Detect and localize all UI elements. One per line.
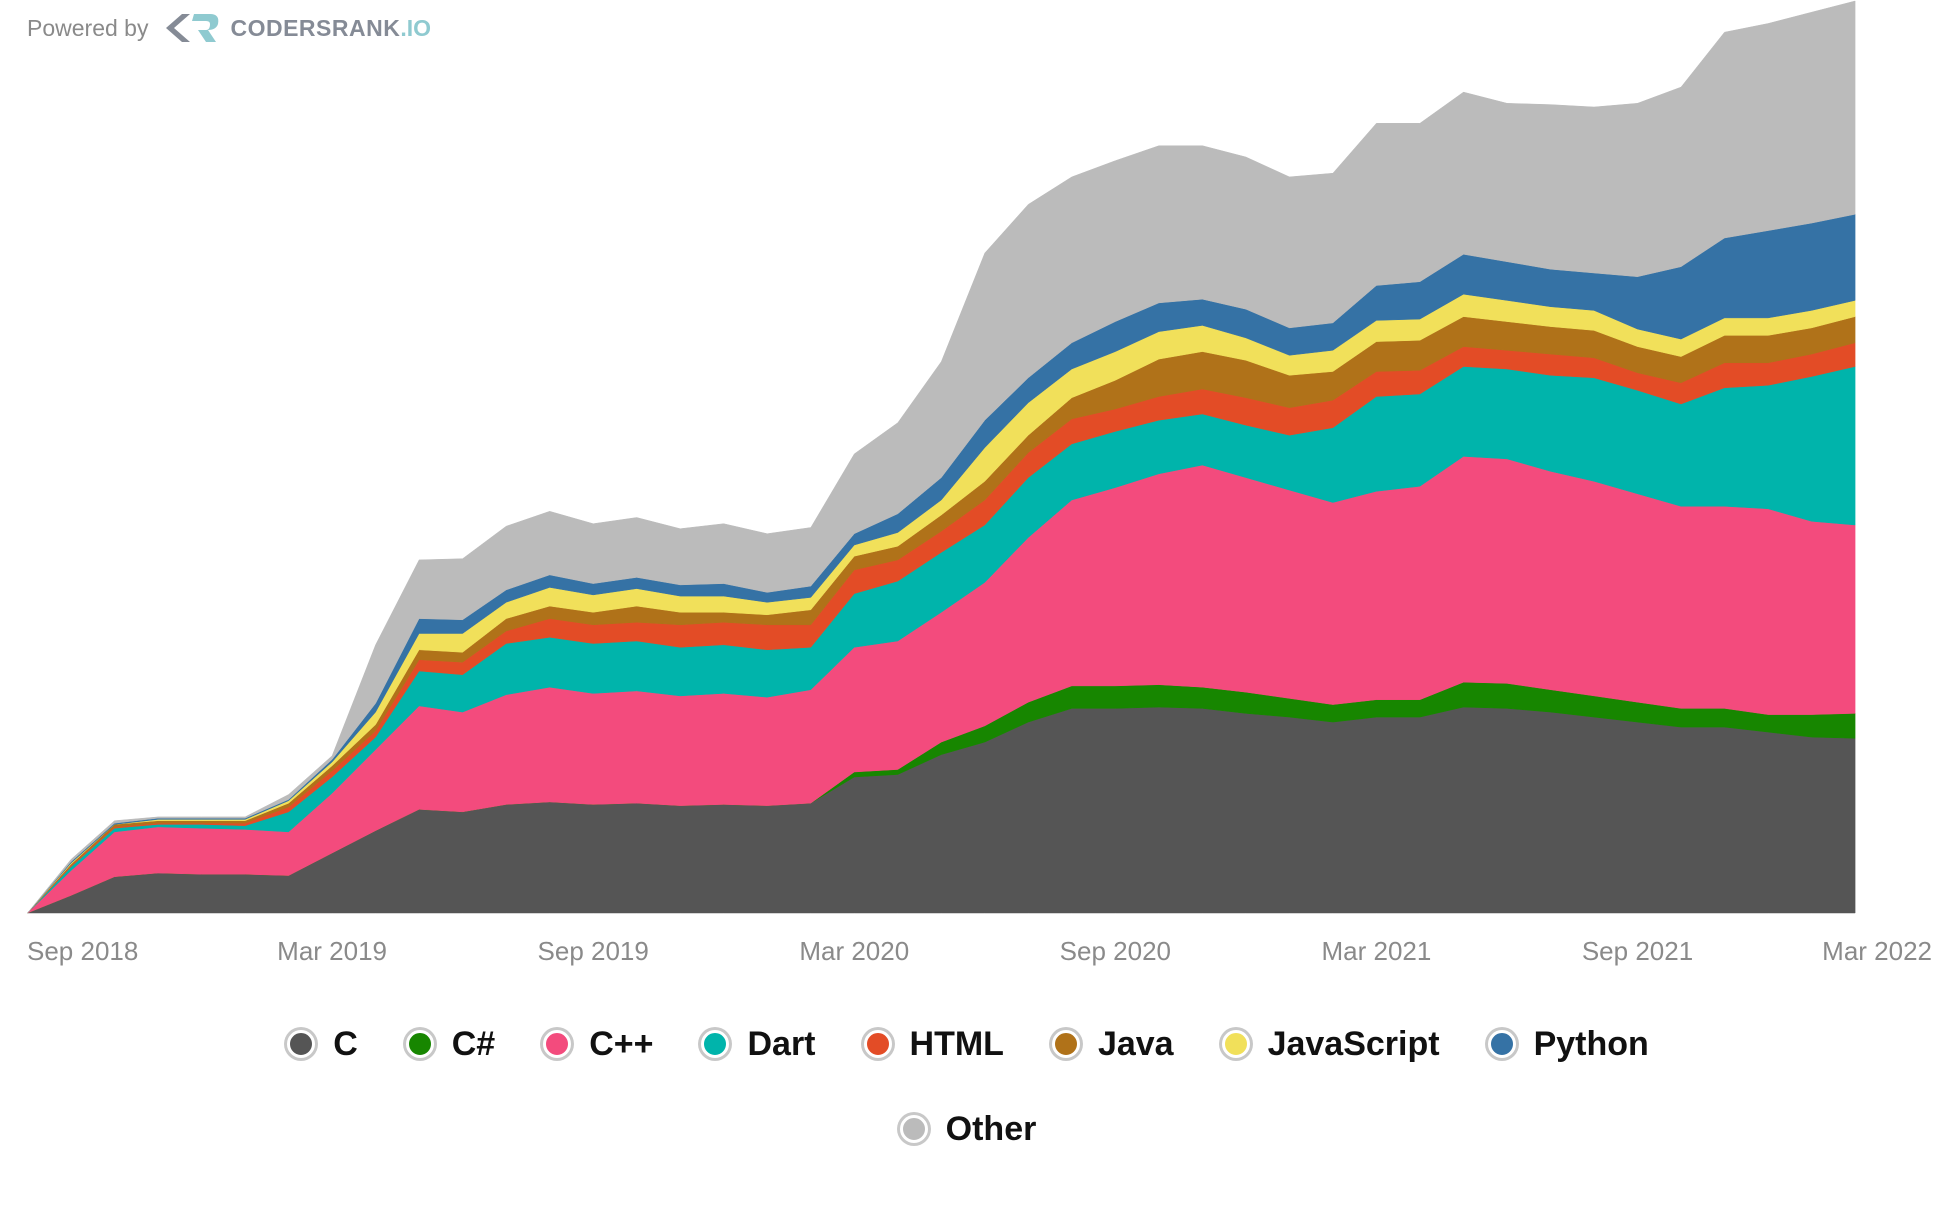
x-tick-label: Sep 2019 bbox=[538, 936, 649, 966]
legend-item[interactable]: C++ bbox=[543, 1022, 653, 1066]
legend-label: JavaScript bbox=[1267, 1024, 1440, 1063]
legend-item[interactable]: JavaScript bbox=[1221, 1022, 1440, 1066]
legend-item[interactable]: C bbox=[287, 1022, 358, 1066]
legend-marker bbox=[543, 1030, 572, 1058]
brand-suffix: .IO bbox=[400, 14, 431, 41]
legend-marker bbox=[899, 1115, 928, 1143]
chart: Sep 2018 Mar 2019 Sep 2019 Mar 2020 Sep 2020… bbox=[27, 0, 1932, 966]
x-tick-label: Mar 2019 bbox=[277, 936, 387, 966]
area bbox=[27, 0, 1856, 914]
legend-item[interactable]: Other bbox=[899, 1107, 1037, 1151]
legend-item[interactable]: Java bbox=[1051, 1022, 1174, 1066]
powered-by: Powered by bbox=[27, 14, 149, 41]
x-tick-label: Sep 2018 bbox=[27, 936, 138, 966]
legend-label: Other bbox=[945, 1109, 1037, 1148]
x-tick-label: Mar 2020 bbox=[799, 936, 909, 966]
legend-label: Java bbox=[1097, 1024, 1174, 1063]
header: Powered by CODERSRANK .IO bbox=[27, 8, 431, 48]
brand: CODERSRANK bbox=[230, 14, 401, 41]
legend-marker bbox=[1051, 1030, 1080, 1058]
brand-logo bbox=[166, 14, 219, 42]
legend-marker bbox=[863, 1030, 892, 1058]
x-tick-label: Mar 2022 bbox=[1822, 936, 1932, 966]
x-tick-label: Sep 2020 bbox=[1060, 936, 1171, 966]
legend-item[interactable]: Dart bbox=[701, 1022, 816, 1066]
legend-marker bbox=[1487, 1030, 1516, 1058]
legend-label: Dart bbox=[747, 1024, 816, 1063]
legend-label: C bbox=[333, 1024, 358, 1063]
legend-marker bbox=[701, 1030, 730, 1058]
legend-label: C++ bbox=[589, 1024, 654, 1063]
legend-item[interactable]: Python bbox=[1487, 1022, 1649, 1066]
legend-label: HTML bbox=[909, 1024, 1004, 1063]
legend-label: Python bbox=[1533, 1024, 1649, 1063]
legend-marker bbox=[1221, 1030, 1250, 1058]
legend-marker bbox=[287, 1030, 316, 1058]
legend-item[interactable]: HTML bbox=[863, 1022, 1004, 1066]
x-tick-label: Mar 2021 bbox=[1322, 936, 1432, 966]
legend-label: C# bbox=[451, 1024, 496, 1063]
x-tick-label: Sep 2021 bbox=[1582, 936, 1693, 966]
legend: C C# C++ Dart HTML Java JavaScript Python Other bbox=[218, 1022, 1718, 1151]
legend-item[interactable]: C# bbox=[405, 1022, 496, 1066]
legend-marker bbox=[405, 1030, 434, 1058]
